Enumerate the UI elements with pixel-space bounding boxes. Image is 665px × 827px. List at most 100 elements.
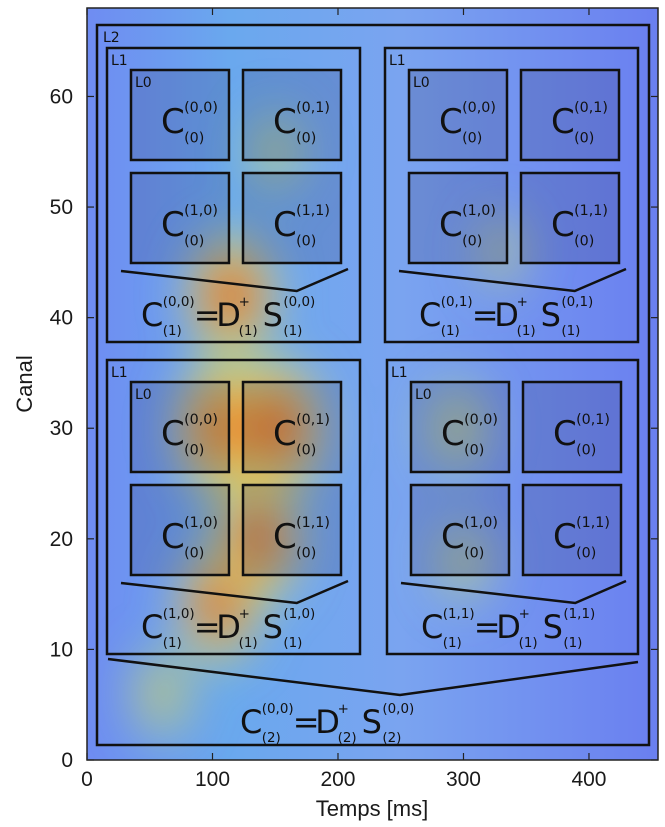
level1-frame [105,46,362,344]
level0-cell [521,380,623,474]
c-superscript: (1,1) [296,203,330,219]
equation-d-subscript: (2) [338,731,357,746]
level0-cell [519,68,621,162]
c-letter: C [273,517,297,557]
level0-cell [129,380,231,474]
c-superscript: (1,1) [576,515,610,531]
equation-s-superscript: (1,1) [563,607,595,622]
equation-d: D [315,703,340,741]
c-subscript: (0) [296,234,316,250]
cell-c-symbol: C (1,0) (0) [439,203,496,250]
x-axis: 0 100 200 300 400 [81,8,607,791]
level1-frame [105,358,362,656]
equation-s-superscript: (0,0) [382,702,414,717]
y-tick-label: 20 [50,528,73,551]
c-subscript: (0) [462,131,482,147]
c-letter: C [441,517,465,557]
cell-c-symbol: C (1,1) (0) [553,515,610,562]
heatmap-hotspot [464,198,538,304]
c-superscript: (0,0) [184,412,218,428]
level0-cell [241,68,343,162]
c-superscript: (0,1) [296,412,330,428]
equation-s: S [263,608,283,646]
x-tick-label: 400 [571,768,606,791]
c-superscript: (1,0) [163,607,195,622]
x-tick-label: 0 [81,768,93,791]
heatmap-hotspot [235,93,316,210]
equation-equals: = [472,296,499,334]
c-letter: C [439,102,463,142]
c-letter: C [551,102,575,142]
level1-tag: L1 [391,365,408,381]
y-axis: 0 10 20 30 40 50 60 [50,85,658,772]
y-tick-label: 50 [50,196,73,219]
equation-c: C (0,0) (1) [141,295,195,339]
equation-c: C (0,1) (1) [419,295,473,339]
equation-s: S [543,608,563,646]
cell-c-symbol: C (0,1) (0) [553,412,610,459]
equation-s-subscript: (1) [561,324,580,339]
c-letter: C [441,414,465,454]
equation-d-subscript: (1) [239,636,258,651]
equation-s-subscript: (1) [283,636,302,651]
cell-c-symbol: C (0,0) (0) [441,412,498,459]
cell-c-symbol: C (1,1) (0) [273,515,330,562]
equation-s-subscript: (1) [283,324,302,339]
c-superscript: (1,0) [184,515,218,531]
heatmap-hotspot [176,217,286,375]
y-tick-label: 0 [61,749,73,772]
equation-s: S [263,296,283,334]
c-superscript: (1,0) [464,515,498,531]
equation-d-plus: + [338,702,349,717]
c-letter: C [553,414,577,454]
equation-c: C (0,0) (2) [240,702,294,746]
c-subscript: (1) [441,324,460,339]
equation-d-subscript: (1) [517,324,536,339]
c-letter: C [419,296,441,334]
c-letter: C [551,205,575,245]
c-superscript: (0,0) [184,100,218,116]
equation-equals: = [293,703,320,741]
level2-frame [95,23,651,747]
c-letter: C [141,608,163,646]
heatmap-hotspot [413,365,502,492]
c-superscript: (0,0) [262,702,294,717]
level1-tag: L1 [111,365,128,381]
equation-equals: = [194,296,221,334]
c-superscript: (0,0) [462,100,496,116]
c-superscript: (1,1) [443,607,475,622]
level1-tag: L1 [111,53,128,69]
level0-cell [407,171,509,265]
cell-c-symbol: C (1,0) (0) [161,515,218,562]
c-superscript: (0,1) [574,100,608,116]
cell-c-symbol: C (0,0) (0) [161,412,218,459]
c-letter: C [273,205,297,245]
equation-d-plus: + [519,607,530,622]
x-tick-label: 300 [446,768,481,791]
x-axis-label: Temps [ms] [316,796,428,821]
heatmap [87,8,658,760]
level0-cell [521,483,623,577]
c-superscript: (0,1) [576,412,610,428]
level1-equation: C (0,0)(1) =D+(1) S (0,0)(1) [141,295,315,339]
level0-tag: L0 [415,387,432,403]
level0-cell [407,68,509,162]
c-letter: C [161,102,185,142]
level2-tag: L2 [103,30,120,46]
c-letter: C [421,608,443,646]
c-letter: C [161,517,185,557]
level1-frame [385,358,640,656]
c-subscript: (1) [443,636,462,651]
funnel-line [400,579,627,605]
c-subscript: (0) [184,131,204,147]
cell-c-symbol: C (0,1) (0) [273,100,330,147]
equation-d: D [494,296,519,334]
c-superscript: (0,1) [296,100,330,116]
funnel-line [120,267,349,293]
cell-c-symbol: C (1,1) (0) [273,203,330,250]
c-letter: C [273,102,297,142]
heatmap-hotspot [167,531,270,679]
